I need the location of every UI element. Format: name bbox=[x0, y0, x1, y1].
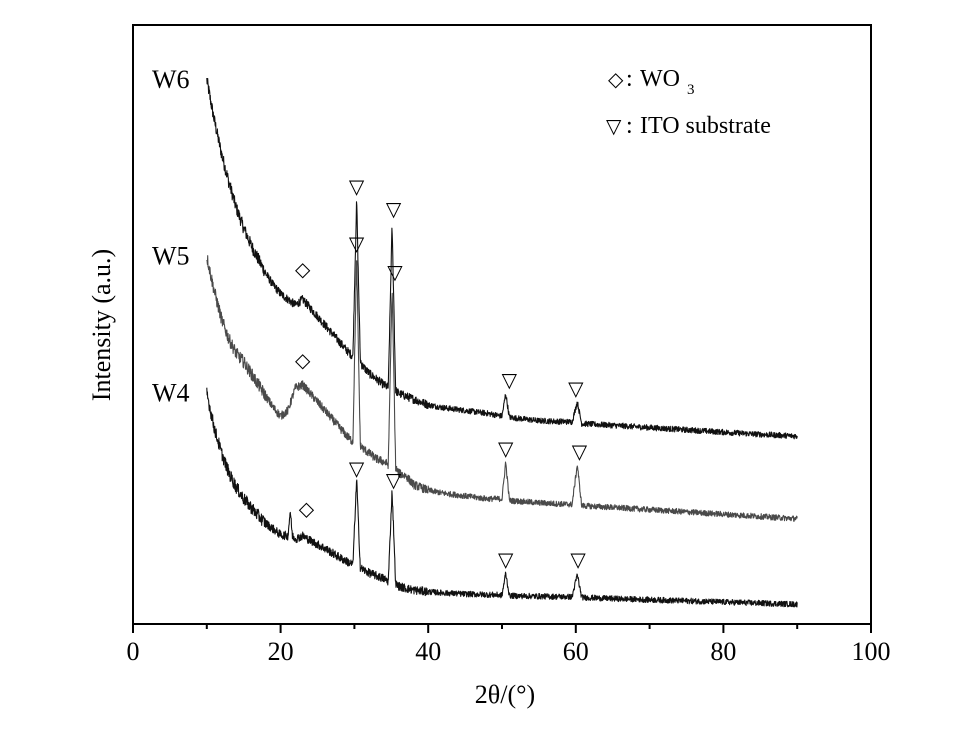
series-labels: W6 W5 W4 bbox=[152, 65, 190, 407]
legend-label-wo3: WO bbox=[640, 66, 680, 92]
ito-peak-marker: ▽ bbox=[572, 441, 588, 463]
x-tick-label: 60 bbox=[563, 637, 589, 666]
series-label-w4: W4 bbox=[152, 378, 190, 407]
ito-peak-marker: ▽ bbox=[568, 379, 584, 401]
x-tick-label: 20 bbox=[268, 637, 294, 666]
legend-separator-wo3: : bbox=[626, 66, 633, 92]
ito-peak-marker: ▽ bbox=[502, 370, 518, 392]
ito-peak-marker: ▽ bbox=[387, 262, 403, 284]
series-label-w5: W5 bbox=[152, 242, 190, 271]
x-axis-label: 2θ/(°) bbox=[475, 680, 535, 709]
wo3-peak-marker: ◇ bbox=[299, 498, 315, 520]
wo3-peak-marker: ◇ bbox=[295, 259, 311, 281]
peak-annotations: ◇ ▽ ▽ ▽ ▽ ◇ ▽ ▽ ▽ ▽ ◇ ▽ ▽ ▽ ▽ bbox=[295, 176, 588, 571]
y-axis-label: Intensity (a.u.) bbox=[87, 249, 116, 401]
x-tick-label: 100 bbox=[852, 637, 891, 666]
ito-peak-marker: ▽ bbox=[349, 176, 365, 198]
x-axis-tick-labels: 0 20 40 60 80 100 bbox=[127, 637, 891, 666]
ito-peak-marker: ▽ bbox=[498, 439, 514, 461]
ito-peak-marker: ▽ bbox=[386, 470, 402, 492]
legend-marker-wo3: ◇ bbox=[608, 69, 624, 91]
x-tick-label: 80 bbox=[710, 637, 736, 666]
legend-separator-ito: : bbox=[626, 113, 633, 139]
x-tick-label: 0 bbox=[127, 637, 140, 666]
wo3-peak-marker: ◇ bbox=[295, 350, 311, 372]
ito-peak-marker: ▽ bbox=[386, 199, 402, 221]
x-tick-label: 40 bbox=[415, 637, 441, 666]
ito-peak-marker: ▽ bbox=[570, 550, 586, 572]
ito-peak-marker: ▽ bbox=[349, 233, 365, 255]
ito-peak-marker: ▽ bbox=[498, 550, 514, 572]
series-label-w6: W6 bbox=[152, 65, 190, 94]
legend-marker-ito: ▽ bbox=[606, 116, 622, 138]
legend-label-ito: ITO substrate bbox=[640, 113, 771, 139]
ito-peak-marker: ▽ bbox=[349, 459, 365, 481]
series-layer bbox=[206, 77, 798, 608]
legend-label-wo3-subscript: 3 bbox=[687, 82, 695, 98]
legend: ◇ : WO 3 ▽ : ITO substrate bbox=[606, 66, 771, 139]
x-axis-ticks bbox=[132, 624, 872, 633]
